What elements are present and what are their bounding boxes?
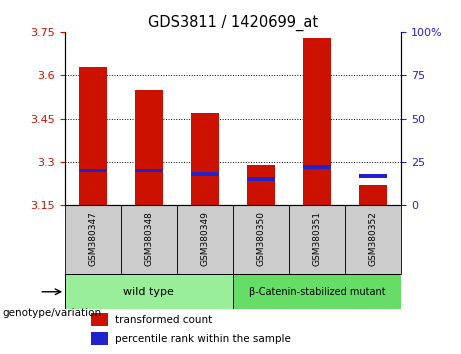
Bar — [303, 38, 331, 205]
Bar — [121, 205, 177, 274]
Bar — [78, 67, 106, 205]
Text: GSM380351: GSM380351 — [313, 211, 321, 266]
Text: β-Catenin-stabilized mutant: β-Catenin-stabilized mutant — [248, 287, 385, 297]
Text: GSM380349: GSM380349 — [200, 211, 209, 266]
Bar — [91, 313, 108, 326]
Text: transformed count: transformed count — [115, 315, 212, 325]
Bar — [303, 165, 331, 169]
Bar — [345, 205, 401, 274]
Text: GSM380352: GSM380352 — [368, 211, 378, 266]
Text: GSM380350: GSM380350 — [256, 211, 266, 266]
Bar — [135, 90, 163, 205]
Bar — [359, 174, 387, 178]
Text: GSM380347: GSM380347 — [88, 211, 97, 266]
Bar — [233, 274, 401, 309]
Bar — [359, 185, 387, 205]
Bar — [233, 205, 289, 274]
Bar — [135, 169, 163, 172]
Bar — [65, 274, 233, 309]
Text: genotype/variation: genotype/variation — [2, 308, 101, 318]
Bar — [177, 205, 233, 274]
Bar — [247, 165, 275, 205]
Bar — [191, 172, 219, 176]
Text: wild type: wild type — [123, 287, 174, 297]
Text: percentile rank within the sample: percentile rank within the sample — [115, 333, 291, 344]
Bar — [91, 332, 108, 345]
Title: GDS3811 / 1420699_at: GDS3811 / 1420699_at — [148, 14, 318, 30]
Bar — [78, 169, 106, 172]
Bar — [191, 113, 219, 205]
Bar — [65, 205, 121, 274]
Text: GSM380348: GSM380348 — [144, 211, 153, 266]
Bar — [247, 177, 275, 181]
Bar — [289, 205, 345, 274]
